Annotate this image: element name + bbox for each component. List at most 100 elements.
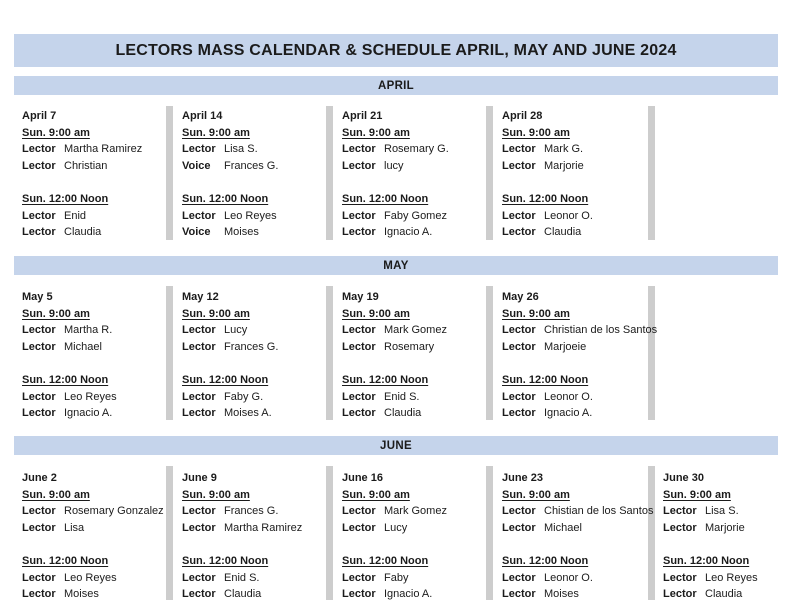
slot-spacer (342, 355, 494, 372)
mass-slot: Sun. 9:00 am Lector Christian de los Sant… (502, 306, 658, 356)
mass-slot: Sun. 9:00 am Lector Rosemary Gonzalez Lec… (22, 487, 174, 537)
lector-name: Leo Reyes (64, 390, 117, 403)
assignment-row: Lector Martha R. (22, 322, 174, 339)
mass-time: Sun. 9:00 am (342, 126, 410, 139)
role-label: Lector (22, 340, 56, 353)
mass-slot: Sun. 12:00 Noon Lector Leonor O. Lector Mo… (502, 553, 654, 603)
role-label: Lector (182, 324, 216, 336)
lector-name: Martha Ramirez (224, 521, 303, 534)
assignment-row: Lector Rosemary (342, 339, 494, 356)
lector-name: Moises (224, 226, 259, 238)
day-block: May 26 Sun. 9:00 am Lector Christian de l… (502, 289, 658, 422)
slot-spacer (663, 536, 792, 553)
slot-spacer (22, 174, 174, 191)
lector-name: Ignacio A. (544, 407, 593, 419)
assignment-row: Lector Rosemary G. (342, 141, 494, 158)
day-block: April 28 Sun. 9:00 am Lector Mark G. Lect… (502, 108, 654, 241)
lector-name: Claudia (705, 588, 743, 600)
mass-time: Sun. 12:00 Noon (502, 374, 589, 386)
assignment-row: Lector Faby G. (182, 389, 334, 406)
column-divider (166, 286, 173, 420)
mass-time: Sun. 9:00 am (22, 488, 90, 501)
role-label: Lector (663, 588, 697, 600)
role-label: Lector (502, 521, 536, 534)
assignment-row: Lector Enid S. (342, 389, 494, 406)
role-label: Lector (182, 390, 216, 403)
section-title: MAY (383, 259, 409, 272)
day-block: April 7 Sun. 9:00 am Lector Martha Ramire… (22, 108, 174, 241)
lector-name: Leo Reyes (64, 571, 117, 584)
assignment-row: Lector Martha Ramirez (182, 520, 334, 537)
assignment-row: Lector Michael (22, 339, 174, 356)
lector-name: Lucy (224, 324, 248, 336)
role-label: Lector (22, 407, 56, 419)
mass-slot: Sun. 12:00 Noon Lector Faby Gomez Lector I… (342, 191, 494, 241)
lector-name: Enid S. (224, 571, 260, 584)
slot-spacer (502, 174, 654, 191)
assignment-row: Lector Leonor O. (502, 389, 654, 406)
mass-time: Sun. 9:00 am (182, 488, 250, 501)
column-divider (166, 106, 173, 240)
assignment-row: Lector Marjorie (663, 520, 792, 537)
section-title: JUNE (380, 439, 412, 452)
mass-time: Sun. 9:00 am (502, 126, 570, 139)
assignment-row: Lector Leonor O. (502, 570, 654, 587)
role-label: Lector (342, 209, 376, 222)
mass-time: Sun. 12:00 Noon (342, 555, 429, 567)
role-label: Lector (502, 143, 536, 155)
assignment-row: Lector Leo Reyes (22, 570, 174, 587)
assignment-row: Lector Faby Gomez (342, 208, 494, 225)
assignment-row: Lector Ignacio A. (502, 405, 654, 422)
role-label: Lector (22, 390, 56, 403)
lector-name: Faby (384, 571, 409, 584)
lector-name: Chistian de los Santos (544, 505, 654, 517)
lector-name: Leonor O. (544, 390, 593, 403)
role-label: Lector (342, 324, 376, 336)
day-date: April 7 (22, 110, 57, 122)
role-label: Lector (22, 159, 56, 172)
mass-slot: Sun. 12:00 Noon Lector Leo Reyes Lector Mo… (22, 553, 174, 603)
day-block: May 5 Sun. 9:00 am Lector Martha R. Lecto… (22, 289, 174, 422)
assignment-row: Lector Lucy (182, 322, 334, 339)
assignment-row: Lector Moises A. (182, 405, 334, 422)
role-label: Lector (663, 571, 697, 584)
column-divider (166, 466, 173, 600)
mass-slot: Sun. 12:00 Noon Lector Faby G. Lector Mois… (182, 372, 334, 422)
assignment-row: Lector Moises (22, 586, 174, 603)
document-title-bar: LECTORS MASS CALENDAR & SCHEDULE APRIL, … (14, 34, 778, 67)
mass-time: Sun. 12:00 Noon (182, 374, 269, 386)
lector-name: Lisa S. (705, 505, 739, 517)
lector-name: Christian de los Santos (544, 324, 658, 336)
mass-slot: Sun. 9:00 am Lector Chistian de los Santo… (502, 487, 654, 537)
slot-spacer (22, 355, 174, 372)
slot-spacer (502, 355, 654, 372)
assignment-row: Lector Ignacio A. (342, 586, 494, 603)
lector-name: Leo Reyes (705, 571, 758, 584)
mass-slot: Sun. 9:00 am Lector Lisa S. Lector Marjori… (663, 487, 792, 537)
lector-name: Rosemary (384, 340, 435, 353)
document-title: LECTORS MASS CALENDAR & SCHEDULE APRIL, … (115, 41, 677, 59)
column-divider (486, 286, 493, 420)
lector-name: Moises A. (224, 407, 272, 419)
slot-spacer (182, 536, 334, 553)
lector-name: Faby Gomez (384, 209, 447, 222)
lector-name: Ignacio A. (384, 226, 433, 238)
role-label: Lector (502, 226, 536, 238)
assignment-row: Lector Christian de los Santos (502, 322, 658, 339)
assignment-row: Lector Frances G. (182, 503, 334, 520)
mass-time: Sun. 9:00 am (22, 307, 90, 320)
role-label: Lector (342, 226, 376, 238)
assignment-row: Lector Lisa S. (663, 503, 792, 520)
assignment-row: Lector Leo Reyes (182, 208, 334, 225)
lector-name: Lucy (384, 521, 408, 534)
role-label: Voice (182, 226, 211, 238)
assignment-row: Lector Michael (502, 520, 654, 537)
role-label: Lector (22, 209, 56, 222)
role-label: Lector (663, 521, 697, 534)
role-label: Lector (342, 505, 376, 517)
lector-name: Claudia (64, 226, 102, 238)
mass-time: Sun. 9:00 am (342, 307, 410, 320)
lector-name: Mark Gomez (384, 505, 447, 517)
mass-time: Sun. 12:00 Noon (502, 555, 589, 567)
slot-spacer (182, 355, 334, 372)
